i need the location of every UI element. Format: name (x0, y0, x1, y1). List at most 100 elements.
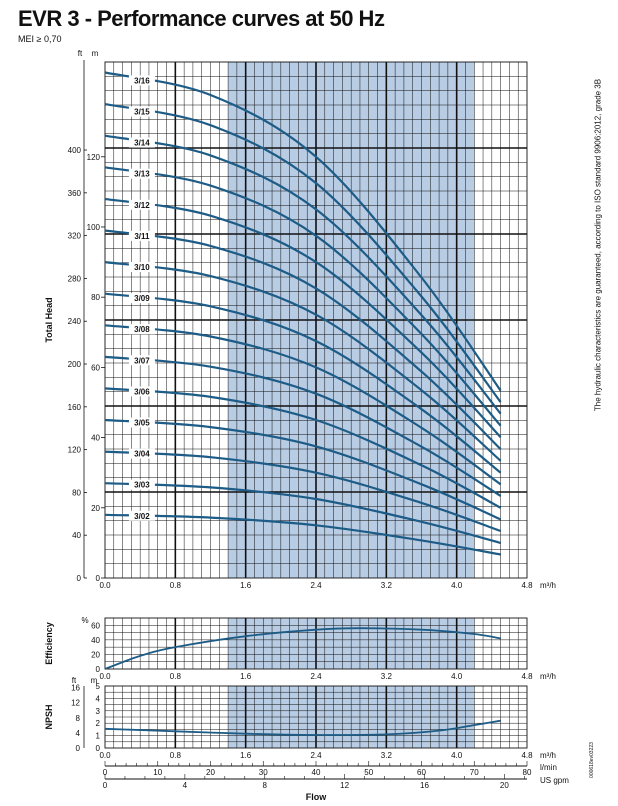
head-series-label: 3/08 (134, 325, 150, 334)
head-series-label-bg (128, 106, 155, 117)
efficiency-x-unit: m³/h (540, 672, 556, 681)
head-series-label-bg (128, 261, 155, 272)
head-series-label-bg (128, 230, 155, 241)
lmin-tick-label: 30 (259, 768, 268, 777)
head-series-label-bg (128, 448, 155, 459)
head-plot-frame (104, 61, 528, 579)
head-curve (104, 355, 502, 497)
npsh-plot-frame (104, 685, 528, 749)
efficiency-y-tick-label: 20 (91, 650, 100, 659)
head-y-tick-label-ft: 160 (68, 403, 82, 412)
head-x-tick-label: 0.0 (99, 581, 111, 590)
efficiency-x-tick-label: 1.6 (240, 672, 252, 681)
head-series-label: 3/14 (134, 139, 150, 148)
npsh-x-tick-label: 4.8 (521, 751, 533, 760)
head-curve (104, 482, 501, 544)
gpm-tick-label: 20 (500, 781, 509, 790)
lmin-tick-label: 70 (470, 768, 479, 777)
npsh-x-tick-label: 0.8 (170, 751, 182, 760)
head-series-label-bg (128, 355, 155, 366)
head-y-axis-title: Total Head (44, 297, 54, 342)
head-y-tick-label-m: 40 (91, 434, 100, 443)
lmin-tick-label: 40 (312, 768, 321, 777)
efficiency-x-tick-label: 2.4 (310, 672, 322, 681)
npsh-x-unit: m³/h (540, 751, 556, 760)
head-series-label-bg (128, 479, 155, 490)
head-curve (104, 71, 502, 392)
npsh-y-tick-label-m: 5 (96, 682, 101, 691)
head-series-label-bg (128, 75, 155, 86)
head-series-label-bg (128, 386, 155, 397)
efficiency-y-tick-label: 40 (91, 636, 100, 645)
head-y-tick-label-m: 20 (91, 504, 100, 513)
head-series-label-bg (128, 510, 155, 521)
npsh-y-tick-label-ft: 16 (71, 684, 80, 693)
head-y-tick-label-ft: 200 (68, 360, 82, 369)
efficiency-curve (104, 627, 501, 670)
head-y-tick-label-m: 60 (91, 363, 100, 372)
head-series-label-bg (128, 137, 155, 148)
npsh-y-tick-label-ft: 8 (76, 714, 81, 723)
head-series-label: 3/02 (134, 512, 150, 521)
efficiency-y-tick-label: 60 (91, 621, 100, 630)
head-y-tick-label-m: 0 (96, 574, 101, 583)
npsh-y-axis-title: NPSH (44, 704, 54, 729)
head-series-label-bg (128, 168, 155, 179)
head-y-tick-label-ft: 400 (68, 146, 82, 155)
efficiency-y-axis-title: Efficiency (44, 622, 54, 665)
head-x-tick-label: 2.4 (310, 581, 322, 590)
head-curve (104, 450, 501, 533)
lmin-tick-label: 10 (153, 768, 162, 777)
head-curve (104, 418, 502, 521)
gpm-tick-label: 0 (103, 781, 108, 790)
gpm-tick-label: 12 (340, 781, 349, 790)
npsh-x-tick-label: 0.0 (99, 751, 111, 760)
page-title: EVR 3 - Performance curves at 50 Hz (18, 6, 385, 31)
head-curve (104, 103, 502, 403)
lmin-tick-label: 50 (364, 768, 373, 777)
npsh-y-tick-label-m: 3 (96, 707, 101, 716)
head-curve (104, 166, 502, 427)
head-curve (104, 292, 502, 474)
efficiency-plot-frame (104, 617, 528, 670)
head-y-tick-label-ft: 80 (72, 488, 81, 497)
npsh-ft-unit: ft (72, 676, 77, 685)
head-series-label: 3/13 (134, 170, 150, 179)
head-series-label: 3/16 (134, 76, 150, 85)
head-curve (104, 197, 502, 438)
npsh-y-tick-label-m: 2 (96, 719, 101, 728)
npsh-x-tick-label: 1.6 (240, 751, 252, 760)
head-y-tick-label-ft: 360 (68, 189, 82, 198)
head-curve (104, 324, 502, 486)
head-curve (104, 513, 501, 556)
head-y-tick-label-ft: 120 (68, 446, 82, 455)
head-y-tick-label-ft: 320 (68, 232, 82, 241)
head-x-tick-label: 4.8 (521, 581, 533, 590)
npsh-x-tick-label: 3.2 (381, 751, 393, 760)
npsh-x-tick-label: 4.0 (451, 751, 463, 760)
head-y-tick-label-ft: 0 (77, 574, 82, 583)
efficiency-x-tick-label: 3.2 (381, 672, 393, 681)
head-series-label-bg (128, 417, 155, 428)
head-series-label: 3/09 (134, 294, 150, 303)
npsh-y-tick-label-ft: 0 (76, 744, 81, 753)
head-x-tick-label: 4.0 (451, 581, 463, 590)
head-series-label: 3/10 (134, 263, 150, 272)
gpm-tick-label: 4 (183, 781, 188, 790)
head-series-label: 3/11 (134, 232, 150, 241)
flow-axis-title: Flow (306, 792, 327, 802)
head-series-label: 3/04 (134, 450, 150, 459)
mei-note: MEI ≥ 0,70 (18, 34, 62, 44)
head-series-label: 3/12 (134, 201, 150, 210)
lmin-tick-label: 60 (417, 768, 426, 777)
head-series-label: 3/06 (134, 387, 150, 396)
head-x-tick-label: 0.8 (170, 581, 182, 590)
head-x-tick-label: 3.2 (381, 581, 393, 590)
npsh-y-tick-label-ft: 12 (71, 699, 80, 708)
efficiency-y-tick-label: 0 (96, 665, 101, 674)
npsh-m-unit: m (91, 676, 98, 685)
head-ft-unit: ft (78, 49, 83, 58)
efficiency-x-tick-label: 0.0 (99, 672, 111, 681)
head-y-tick-label-m: 120 (87, 153, 101, 162)
